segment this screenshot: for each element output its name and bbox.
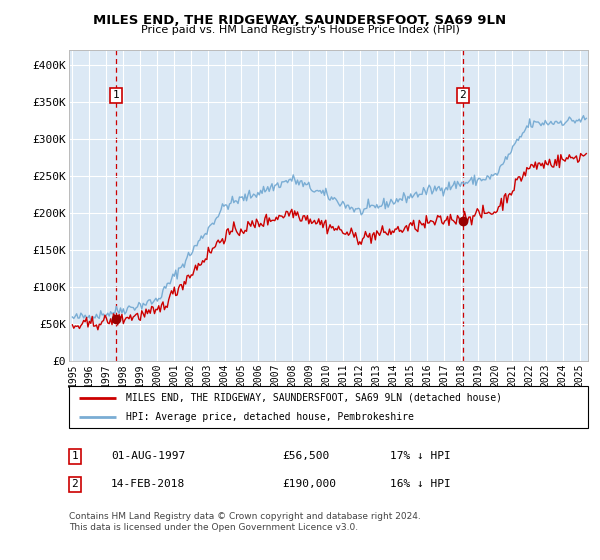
Text: 16% ↓ HPI: 16% ↓ HPI [390, 479, 451, 489]
Text: HPI: Average price, detached house, Pembrokeshire: HPI: Average price, detached house, Pemb… [126, 412, 414, 422]
Text: 14-FEB-2018: 14-FEB-2018 [111, 479, 185, 489]
Text: 1: 1 [113, 91, 120, 100]
Text: 1: 1 [71, 451, 79, 461]
Text: MILES END, THE RIDGEWAY, SAUNDERSFOOT, SA69 9LN: MILES END, THE RIDGEWAY, SAUNDERSFOOT, S… [94, 14, 506, 27]
Text: Contains HM Land Registry data © Crown copyright and database right 2024.
This d: Contains HM Land Registry data © Crown c… [69, 512, 421, 532]
Text: MILES END, THE RIDGEWAY, SAUNDERSFOOT, SA69 9LN (detached house): MILES END, THE RIDGEWAY, SAUNDERSFOOT, S… [126, 393, 502, 403]
FancyBboxPatch shape [69, 386, 588, 428]
Text: Price paid vs. HM Land Registry's House Price Index (HPI): Price paid vs. HM Land Registry's House … [140, 25, 460, 35]
Text: 2: 2 [460, 91, 466, 100]
Text: 17% ↓ HPI: 17% ↓ HPI [390, 451, 451, 461]
Text: £56,500: £56,500 [282, 451, 329, 461]
Text: 01-AUG-1997: 01-AUG-1997 [111, 451, 185, 461]
Text: 2: 2 [71, 479, 79, 489]
Text: £190,000: £190,000 [282, 479, 336, 489]
